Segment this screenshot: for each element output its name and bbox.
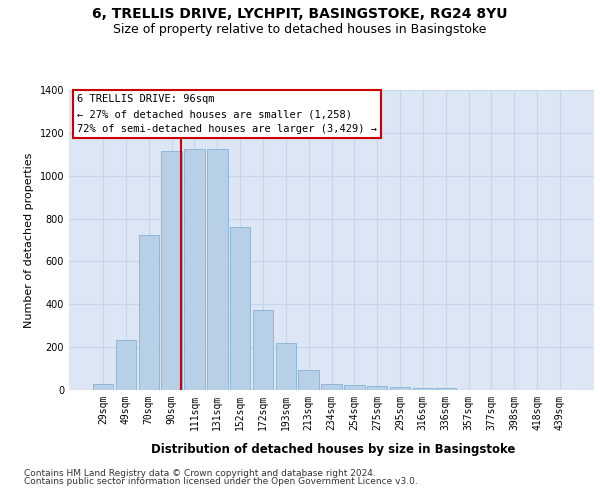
Bar <box>298 370 319 390</box>
Bar <box>93 384 113 390</box>
Y-axis label: Number of detached properties: Number of detached properties <box>24 152 34 328</box>
Text: Contains HM Land Registry data © Crown copyright and database right 2024.: Contains HM Land Registry data © Crown c… <box>24 468 376 477</box>
Text: 6 TRELLIS DRIVE: 96sqm
← 27% of detached houses are smaller (1,258)
72% of semi-: 6 TRELLIS DRIVE: 96sqm ← 27% of detached… <box>77 94 377 134</box>
Bar <box>413 388 433 390</box>
Bar <box>367 386 388 390</box>
Bar <box>390 387 410 390</box>
Text: 6, TRELLIS DRIVE, LYCHPIT, BASINGSTOKE, RG24 8YU: 6, TRELLIS DRIVE, LYCHPIT, BASINGSTOKE, … <box>92 8 508 22</box>
Bar <box>230 227 250 390</box>
Bar <box>344 384 365 390</box>
Text: Contains public sector information licensed under the Open Government Licence v3: Contains public sector information licen… <box>24 477 418 486</box>
Bar <box>321 384 342 390</box>
Bar <box>207 149 227 390</box>
Bar <box>184 149 205 390</box>
Bar <box>436 388 456 390</box>
Text: Distribution of detached houses by size in Basingstoke: Distribution of detached houses by size … <box>151 442 515 456</box>
Bar <box>161 151 182 390</box>
Bar <box>116 340 136 390</box>
Bar <box>139 234 159 390</box>
Bar <box>253 310 273 390</box>
Text: Size of property relative to detached houses in Basingstoke: Size of property relative to detached ho… <box>113 22 487 36</box>
Bar <box>275 343 296 390</box>
